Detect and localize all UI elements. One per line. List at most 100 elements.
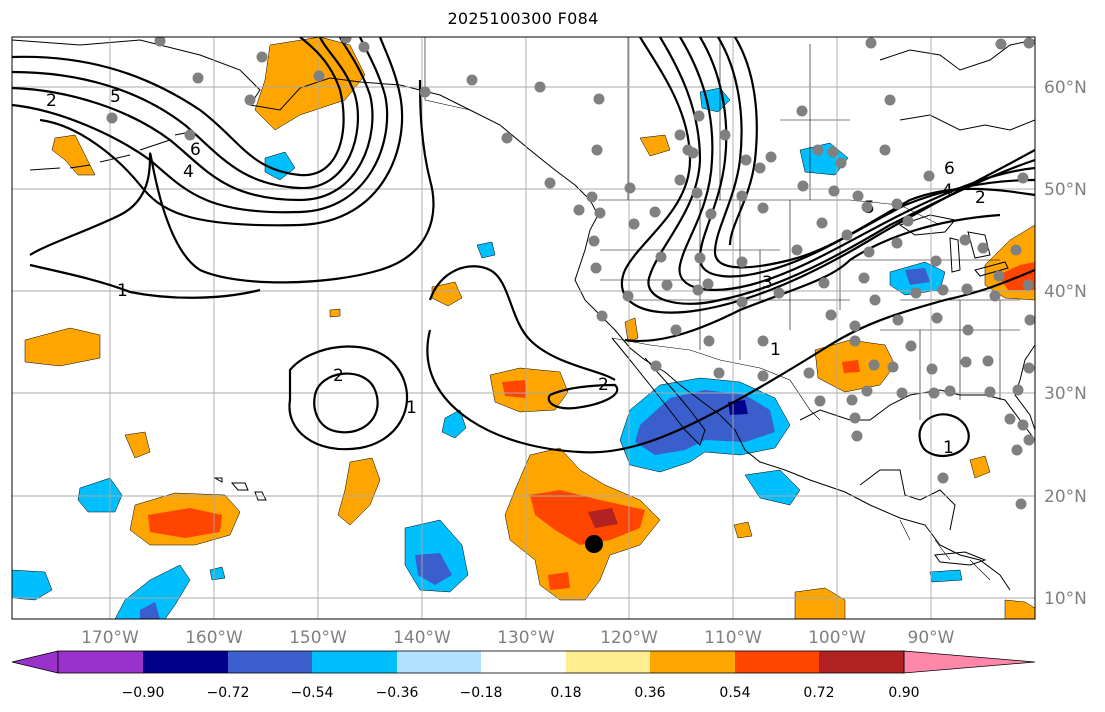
station-marker [1011, 444, 1023, 456]
station-marker [849, 412, 861, 424]
colorbar-segment [481, 651, 566, 673]
station-marker [846, 394, 858, 406]
station-marker [256, 51, 268, 63]
colorbar-tick-label: 0.54 [719, 685, 750, 701]
station-marker [812, 144, 824, 156]
station-marker [928, 387, 940, 399]
contour-label: 4 [183, 162, 194, 182]
contour-label: 6 [944, 159, 955, 179]
lake-erie [974, 261, 1009, 277]
contour-label: 1 [770, 340, 781, 360]
station-marker [827, 146, 839, 158]
station-marker [694, 252, 706, 264]
blue-anomaly-160w-south [140, 602, 160, 619]
station-marker [791, 244, 803, 256]
station-marker [993, 270, 1005, 282]
station-marker [902, 215, 914, 227]
station-marker [340, 37, 352, 44]
station-marker [1015, 498, 1027, 510]
contour-label: 3 [762, 273, 773, 293]
station-marker [590, 262, 602, 274]
colorbar-segment [650, 651, 735, 673]
warm-anomaly-west-pacific [24, 327, 101, 367]
station-marker [591, 144, 603, 156]
graticule [12, 37, 1035, 619]
coastline-canada-east [899, 114, 1035, 131]
station-marker [960, 356, 972, 368]
lon-label: 160°W [185, 628, 243, 648]
station-marker [937, 472, 949, 484]
contour-label: 1 [117, 281, 128, 301]
station-marker [693, 110, 705, 122]
contour-label: 2 [598, 375, 609, 395]
station-marker [702, 278, 714, 290]
station-marker [466, 74, 478, 86]
warm-anomaly-100w-south [794, 587, 846, 619]
blue-anomaly-140w [415, 553, 452, 585]
station-marker [649, 206, 661, 218]
station-marker [1024, 314, 1035, 326]
borders [424, 37, 1020, 581]
province-lines [627, 37, 850, 200]
station-marker [594, 207, 606, 219]
blue-anomaly-midwest [905, 268, 930, 285]
station-marker [655, 251, 667, 263]
contour-one-west [29, 263, 261, 299]
warm-anomaly-bering [51, 134, 96, 176]
station-marker [865, 37, 877, 49]
map-frame [11, 36, 1036, 620]
station-marker [573, 204, 585, 216]
station-marker [622, 290, 634, 302]
station-marker [797, 180, 809, 192]
station-marker [740, 154, 752, 166]
station-marker [765, 151, 777, 163]
station-marker [892, 314, 904, 326]
station-marker [244, 94, 256, 106]
contour-bering-outer [12, 37, 345, 177]
colorbar-segment [566, 651, 650, 673]
station-marker [736, 296, 748, 308]
station-marker [687, 147, 699, 159]
cool-anomaly-left-edge [12, 569, 53, 601]
station-marker [930, 255, 942, 267]
contour-two-low [288, 345, 409, 451]
station-marker [534, 81, 546, 93]
lat-label: 50°N [1044, 180, 1087, 200]
contour-label: 1 [406, 398, 417, 418]
station-marker [1012, 384, 1024, 396]
station-marker [910, 287, 922, 299]
station-marker [419, 86, 431, 98]
station-marker [851, 430, 863, 442]
contour-label: 2 [975, 188, 986, 208]
warm-anomaly-small [329, 308, 341, 318]
station-marker [849, 320, 861, 332]
contour-one-trough [426, 268, 1035, 454]
contour-trough-4 [698, 37, 1035, 278]
border-us-canada [598, 199, 941, 226]
station-marker [1023, 37, 1035, 49]
station-marker [713, 367, 725, 379]
station-marker [154, 37, 166, 47]
station-marker [984, 386, 996, 398]
station-marker [937, 284, 949, 296]
station-marker [593, 93, 605, 105]
contour-one-florida [918, 413, 970, 458]
colorbar-tick-label: −0.54 [291, 685, 334, 701]
hot-anomaly-texas [842, 360, 860, 373]
station-marker [825, 309, 837, 321]
contour-trough-5 [713, 37, 1035, 269]
station-marker [995, 38, 1007, 50]
station-marker [863, 246, 875, 258]
colorbar-extend-high [903, 650, 1036, 674]
station-marker [692, 284, 704, 296]
colorbar-tick-label: 0.90 [888, 685, 919, 701]
lon-label: 140°W [393, 628, 451, 648]
warm-anomaly-caribbean [1004, 599, 1035, 619]
colorbar-tick-label: 0.18 [550, 685, 581, 701]
station-marker [849, 335, 861, 347]
lake-huron [967, 231, 991, 259]
lon-label: 170°W [81, 628, 139, 648]
station-marker [674, 174, 686, 186]
coastline-cuba [934, 551, 987, 566]
station-marker [624, 182, 636, 194]
